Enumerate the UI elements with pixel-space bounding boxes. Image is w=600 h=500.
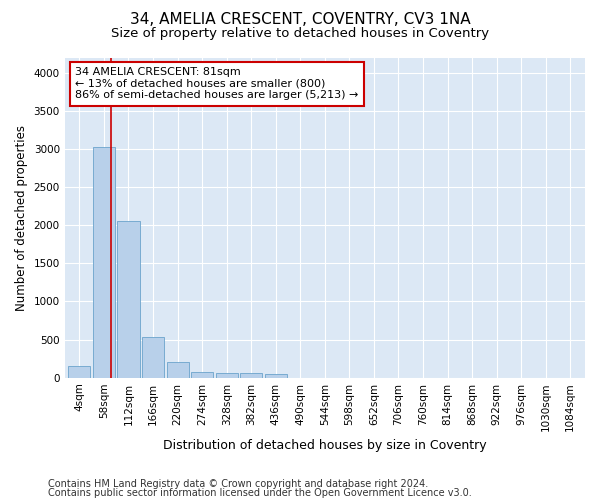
Bar xyxy=(167,362,188,378)
Text: 34, AMELIA CRESCENT, COVENTRY, CV3 1NA: 34, AMELIA CRESCENT, COVENTRY, CV3 1NA xyxy=(130,12,470,28)
Bar xyxy=(215,373,238,378)
Bar xyxy=(240,374,262,378)
Bar xyxy=(265,374,287,378)
Text: Size of property relative to detached houses in Coventry: Size of property relative to detached ho… xyxy=(111,28,489,40)
Text: Contains HM Land Registry data © Crown copyright and database right 2024.: Contains HM Land Registry data © Crown c… xyxy=(48,479,428,489)
Bar xyxy=(142,336,164,378)
X-axis label: Distribution of detached houses by size in Coventry: Distribution of detached houses by size … xyxy=(163,440,487,452)
Bar xyxy=(191,372,213,378)
Text: Contains public sector information licensed under the Open Government Licence v3: Contains public sector information licen… xyxy=(48,488,472,498)
Bar xyxy=(118,220,140,378)
Bar xyxy=(68,366,91,378)
Text: 34 AMELIA CRESCENT: 81sqm
← 13% of detached houses are smaller (800)
86% of semi: 34 AMELIA CRESCENT: 81sqm ← 13% of detac… xyxy=(75,67,358,100)
Y-axis label: Number of detached properties: Number of detached properties xyxy=(15,124,28,310)
Bar xyxy=(93,146,115,378)
